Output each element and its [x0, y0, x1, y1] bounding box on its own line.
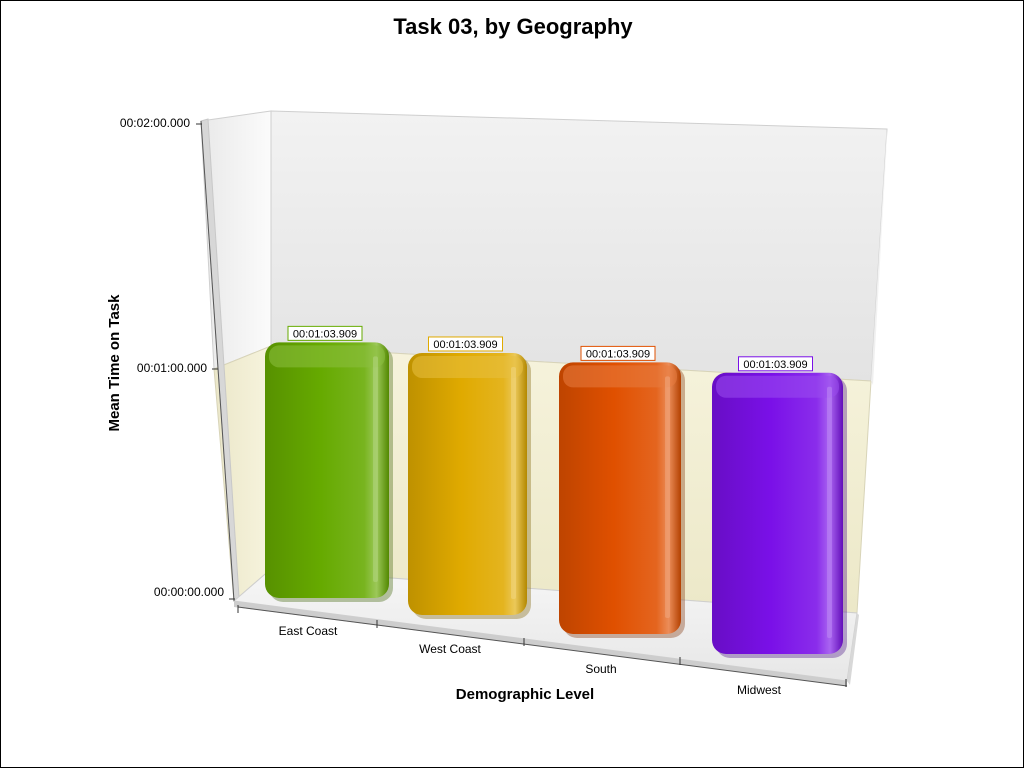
back-wall-upper — [270, 110, 888, 382]
y-tick-label-top: 00:02:00.000 — [120, 116, 190, 130]
right-wall-band — [871, 129, 887, 385]
data-label-box — [428, 336, 503, 352]
bar-top-highlight — [412, 355, 523, 378]
bar-body — [712, 372, 843, 654]
x-tick-label-south: South — [585, 662, 616, 676]
x-tick-label-east-coast: East Coast — [279, 624, 338, 638]
floor-front-edge — [234, 601, 847, 686]
x-tick-label-west-coast: West Coast — [419, 642, 481, 656]
x-axis — [237, 605, 848, 687]
floor-right-edge — [847, 613, 859, 685]
data-label-midwest: 00:01:03.909 — [743, 359, 807, 371]
x-tick-label-midwest: Midwest — [737, 683, 782, 697]
bar-top-highlight — [269, 345, 385, 368]
bar-east-coast: 00:01:03.909 — [265, 325, 393, 602]
y-tick-label-bottom: 00:00:00.000 — [154, 585, 224, 599]
data-label-east-coast: 00:01:03.909 — [293, 328, 357, 340]
bar-south: 00:01:03.909 — [559, 345, 685, 638]
bar-edge-highlight — [373, 356, 378, 582]
bar-midwest: 00:01:03.909 — [712, 356, 847, 658]
bar-top-highlight — [716, 375, 839, 398]
bar-body — [408, 352, 527, 615]
x-axis-line — [237, 606, 848, 687]
bar-body — [265, 342, 389, 598]
data-label-box — [738, 356, 813, 372]
bar-top-highlight — [563, 365, 677, 388]
data-label-south: 00:01:03.909 — [586, 348, 650, 360]
data-label-box — [580, 345, 656, 361]
data-label-box — [287, 325, 363, 341]
x-axis-title: Demographic Level — [456, 686, 594, 703]
chart-title: Task 03, by Geography — [393, 14, 633, 39]
bar-edge-highlight — [511, 366, 516, 599]
x-tick-labels: East Coast West Coast South Midwest — [279, 624, 782, 697]
bar-body — [559, 362, 681, 634]
y-axis: 00:02:00.000 00:01:00.000 00:00:00.000 — [120, 116, 235, 602]
y-tick-label-mid: 00:01:00.000 — [137, 361, 207, 375]
bar-edge-highlight — [827, 386, 832, 638]
y-axis-title: Mean Time on Task — [106, 294, 123, 432]
data-label-west-coast: 00:01:03.909 — [433, 339, 497, 351]
bar-west-coast: 00:01:03.909 — [408, 336, 531, 619]
y-axis-line — [200, 120, 235, 602]
bar-edge-highlight — [665, 376, 670, 618]
bars-layer: 00:01:03.909 00:01:03.909 00:01:03.909 00:0… — [265, 325, 847, 658]
